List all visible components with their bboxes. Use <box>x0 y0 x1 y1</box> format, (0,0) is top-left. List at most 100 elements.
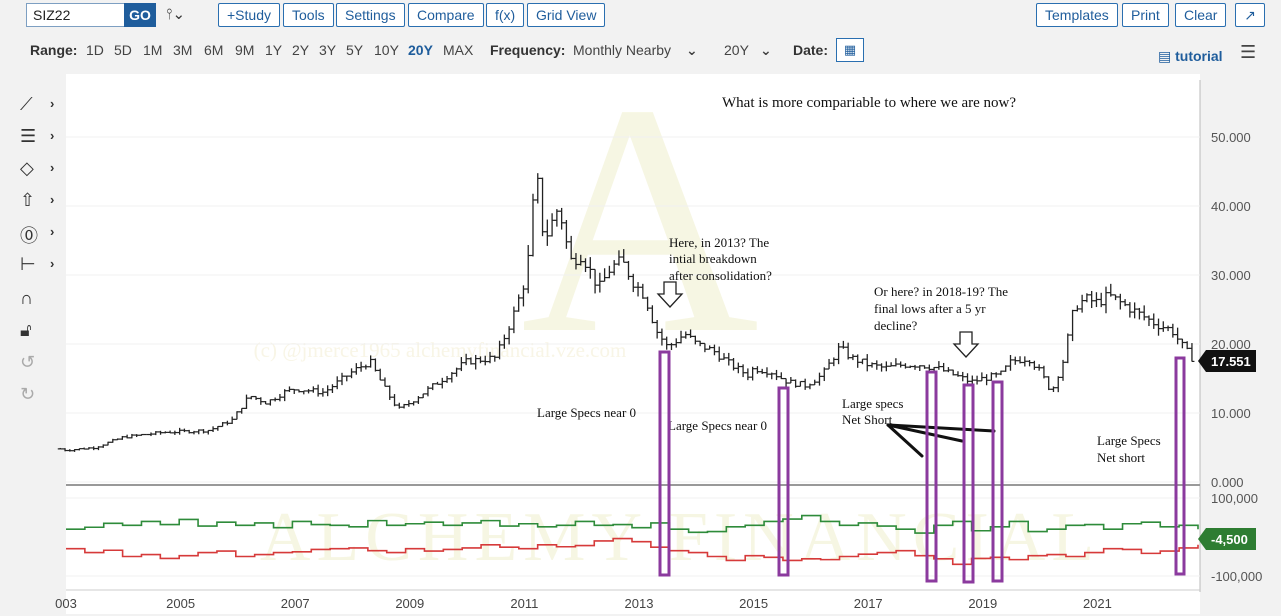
symbol-input[interactable]: SIZ22 <box>26 3 126 27</box>
annotation-2013-line1: Here, in 2013? The <box>669 235 769 250</box>
annotation-specs-net-short-line2: Net Short <box>842 412 893 427</box>
pointer-line <box>886 423 924 458</box>
tools-button[interactable]: Tools <box>283 3 334 27</box>
range-3y[interactable]: 3Y <box>319 42 337 58</box>
levels-icon: ☰ <box>20 126 37 146</box>
annotation-2013-line3: after consolidation? <box>669 268 772 283</box>
date-label: Date: <box>793 42 829 58</box>
price-tick-label: 40.000 <box>1211 199 1251 214</box>
shape-tool[interactable]: ◇ › <box>20 158 60 182</box>
red-series-line <box>66 537 1199 566</box>
calendar-icon[interactable]: ▦ <box>836 38 864 62</box>
range-20y[interactable]: 20Y <box>408 42 433 58</box>
settings-button[interactable]: Settings <box>336 3 405 27</box>
indicator-series <box>66 514 1199 566</box>
hand-drawn-pointers <box>886 423 996 458</box>
chevron-right-icon: › <box>50 192 55 207</box>
green-series-line <box>66 514 1199 534</box>
print-button[interactable]: Print <box>1122 3 1169 27</box>
time-tick-label: 2009 <box>395 596 424 611</box>
frequency-select[interactable]: Monthly Nearby <box>573 42 672 58</box>
clear-button[interactable]: Clear <box>1175 3 1227 27</box>
annotation-2018-line1: Or here? in 2018-19? The <box>874 284 1008 299</box>
arrow-tool[interactable]: ⇧ › <box>20 190 60 214</box>
range-max[interactable]: MAX <box>443 42 474 58</box>
watermark: A ALCHEMY FINANCIAL (c) @jmerce1965 alch… <box>254 37 1100 576</box>
annotation-2013-line2: intial breakdown <box>669 251 757 266</box>
study-button[interactable]: +Study <box>218 3 280 27</box>
compare-button[interactable]: Compare <box>408 3 484 27</box>
range-1d[interactable]: 1D <box>86 42 104 58</box>
highlight-boxes <box>658 350 1186 584</box>
drawing-tools: ⟋ › ☰ › ◇ › ⇧ › ⓪ › ⊢ › ∩ 🔓︎ ↺ ↻ <box>0 74 66 614</box>
time-tick-label: 2017 <box>854 596 883 611</box>
chevron-right-icon: › <box>50 256 55 271</box>
annotation-2018-line3: decline? <box>874 318 918 333</box>
chevron-down-icon[interactable]: ⌄ <box>760 42 772 58</box>
range-1m[interactable]: 1M <box>143 42 163 58</box>
indicator-tick-label: -100,000 <box>1211 569 1262 584</box>
range-3m[interactable]: 3M <box>173 42 193 58</box>
range-bar: Range: 1D 5D 1M 3M 6M 9M 1Y 2Y 3Y 5Y 10Y… <box>0 34 1281 74</box>
price-tick-label: 10.000 <box>1211 406 1251 421</box>
fib-tool[interactable]: ☰ › <box>20 126 60 150</box>
templates-button[interactable]: Templates <box>1036 3 1118 27</box>
range-5y[interactable]: 5Y <box>346 42 364 58</box>
range-label: Range: <box>30 42 78 58</box>
redo-button[interactable]: ↻ <box>20 384 60 408</box>
highlight-box <box>991 380 1004 583</box>
highlight-box <box>658 350 671 577</box>
time-tick-label: 2007 <box>281 596 310 611</box>
annotation-specs-net-short-2022: Large Specs Net short <box>1097 433 1164 465</box>
watermark-logo-name: ALCHEMY FINANCIAL <box>260 499 1100 576</box>
chart-type-icon[interactable]: ⫯⌄ <box>166 6 186 23</box>
line-icon: ⟋ <box>20 94 33 114</box>
range-10y[interactable]: 10Y <box>374 42 399 58</box>
period-select[interactable]: 20Y <box>724 42 749 58</box>
time-tick-label: 2005 <box>166 596 195 611</box>
range-6m[interactable]: 6M <box>204 42 224 58</box>
pointer-line <box>886 423 964 443</box>
arrow-up-icon: ⇧ <box>20 190 36 210</box>
time-tick-label: 2013 <box>625 596 654 611</box>
annotation-2022-line2: Net short <box>1097 450 1145 465</box>
last-price-tag-bg <box>1198 350 1256 372</box>
range-5d[interactable]: 5D <box>114 42 132 58</box>
undo-button[interactable]: ↺ <box>20 352 60 376</box>
watermark-text: (c) @jmerce1965 alchemyfinancial.vze.com <box>254 338 627 362</box>
highlight-box <box>1174 356 1186 576</box>
magnet-tool[interactable]: ∩ <box>20 288 60 312</box>
annotation-question: What is more compariable to where we are… <box>722 95 1016 111</box>
annotation-specs-net-short: Large specs Net Short <box>842 396 907 427</box>
undo-icon: ↺ <box>20 352 36 372</box>
annotation-specs-near-zero-1: Large Specs near 0 <box>537 405 636 420</box>
measure-tool[interactable]: ⊢ › <box>20 254 60 278</box>
highlight-box <box>777 386 790 577</box>
time-tick-label: 2015 <box>739 596 768 611</box>
magnet-icon: ∩ <box>20 288 33 308</box>
trendline-tool[interactable]: ⟋ › <box>20 94 60 118</box>
last-price-tag: 17.551 <box>1198 350 1256 372</box>
chevron-right-icon: › <box>50 128 55 143</box>
range-1y[interactable]: 1Y <box>265 42 283 58</box>
expand-icon[interactable]: ↗ <box>1235 3 1265 27</box>
annotation-specs-net-short-line1: Large specs <box>842 396 903 411</box>
tutorial-link[interactable]: ▤ tutorial <box>1158 48 1223 64</box>
price-tick-label: 20.000 <box>1211 337 1251 352</box>
text-tool[interactable]: ⓪ › <box>20 222 60 246</box>
fx-button[interactable]: f(x) <box>486 3 525 27</box>
go-button[interactable]: GO <box>124 3 156 27</box>
range-2y[interactable]: 2Y <box>292 42 310 58</box>
time-tick-label: 2021 <box>1083 596 1112 611</box>
lock-tool[interactable]: 🔓︎ <box>20 320 60 344</box>
annotation-2018: Or here? in 2018-19? The final lows afte… <box>874 284 1011 333</box>
indicator-tick-label: 100,000 <box>1211 491 1258 506</box>
range-9m[interactable]: 9M <box>235 42 255 58</box>
time-tick-label: 2011 <box>510 596 538 611</box>
grid-view-button[interactable]: Grid View <box>527 3 606 27</box>
measure-icon: ⊢ <box>20 254 36 274</box>
arrow-down-icon <box>656 281 684 308</box>
chevron-down-icon[interactable]: ⌄ <box>686 42 698 58</box>
highlight-box <box>925 370 938 583</box>
menu-icon[interactable]: ☰ <box>1240 42 1257 62</box>
